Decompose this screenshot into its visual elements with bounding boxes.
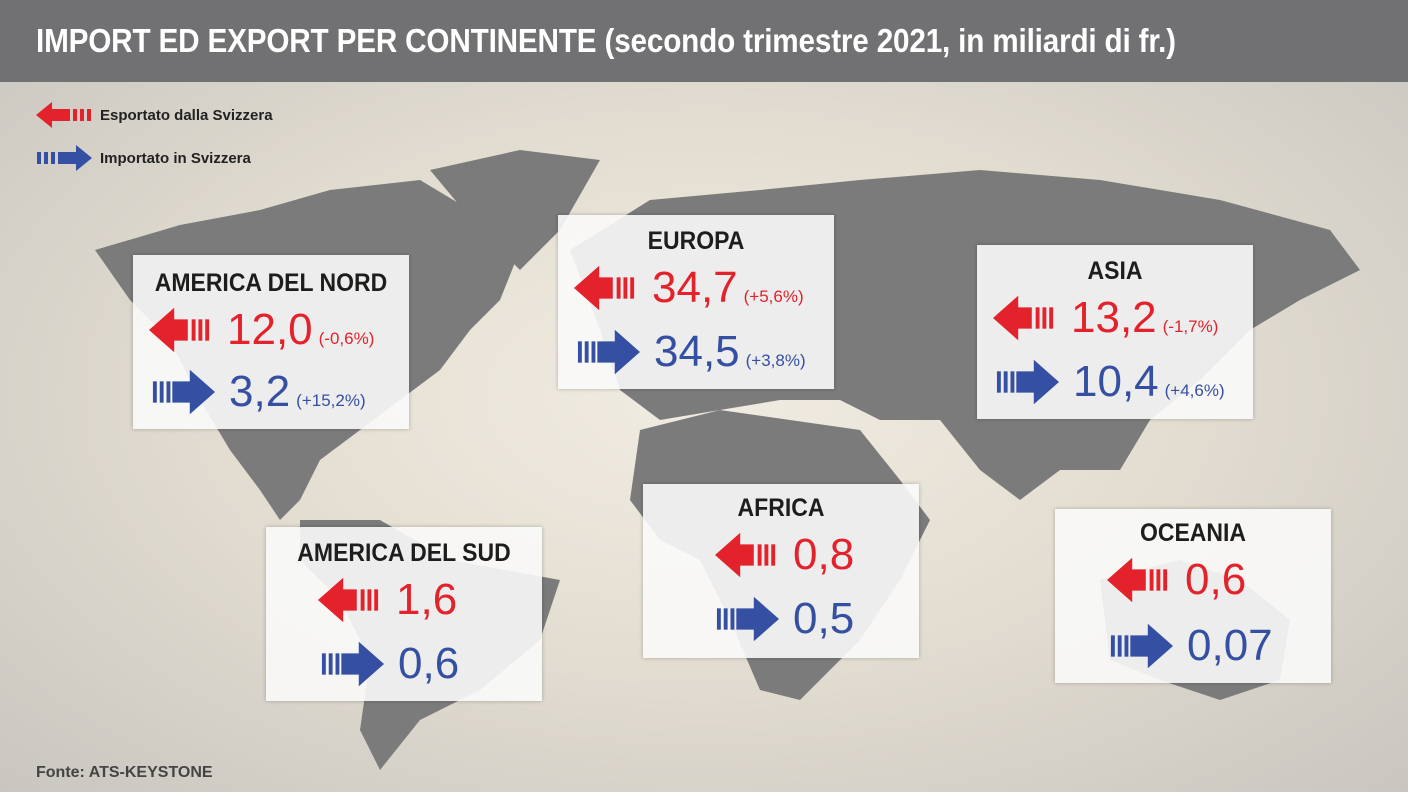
greenland-shape bbox=[430, 150, 600, 270]
continent-box-europe: EUROPA 34,7 (+5,6%) 34,5 (+3,8%) bbox=[558, 215, 834, 389]
import-arrow-icon bbox=[320, 641, 384, 687]
continent-name: AMERICA DEL SUD bbox=[297, 539, 511, 567]
page-title: IMPORT ED EXPORT PER CONTINENTE (secondo… bbox=[36, 22, 1176, 59]
export-row: 1,6 bbox=[318, 575, 457, 625]
source-credit: Fonte: ATS-KEYSTONE bbox=[36, 764, 213, 781]
import-row: 3,2 (+15,2%) bbox=[151, 367, 366, 417]
export-change: (-0,6%) bbox=[318, 329, 375, 348]
import-arrow-icon bbox=[151, 369, 215, 415]
export-arrow-icon bbox=[715, 532, 779, 578]
import-row: 10,4 (+4,6%) bbox=[995, 357, 1225, 407]
import-arrow-icon bbox=[995, 359, 1059, 405]
export-row: 13,2 (-1,7%) bbox=[993, 293, 1218, 343]
continent-name: EUROPA bbox=[647, 227, 745, 255]
import-value: 0,07 bbox=[1187, 621, 1273, 670]
import-change: (+15,2%) bbox=[296, 391, 366, 410]
header-bar: IMPORT ED EXPORT PER CONTINENTE (secondo… bbox=[0, 0, 1408, 82]
import-arrow-icon bbox=[1109, 623, 1173, 669]
export-arrow-icon bbox=[574, 265, 638, 311]
export-arrow-icon bbox=[993, 295, 1057, 341]
export-value: 34,7 bbox=[652, 263, 738, 312]
import-row: 0,6 bbox=[320, 639, 459, 689]
world-map bbox=[95, 150, 1360, 770]
continent-box-asia: ASIA 13,2 (-1,7%) 10,4 (+4,6%) bbox=[977, 245, 1253, 419]
export-arrow-icon bbox=[1107, 557, 1171, 603]
export-row: 0,6 bbox=[1107, 555, 1246, 605]
import-change: (+3,8%) bbox=[745, 351, 806, 370]
import-arrow-icon bbox=[37, 145, 92, 171]
continent-name: AMERICA DEL NORD bbox=[154, 269, 388, 297]
continent-name: OCEANIA bbox=[1139, 519, 1247, 547]
import-value: 3,2 bbox=[229, 367, 291, 416]
export-value: 0,6 bbox=[1185, 555, 1247, 604]
export-value: 13,2 bbox=[1071, 293, 1157, 342]
legend-export: Esportato dalla Svizzera bbox=[36, 102, 273, 128]
continent-box-oceania: OCEANIA 0,6 0,07 bbox=[1055, 509, 1331, 683]
export-arrow-icon bbox=[36, 102, 91, 128]
continent-box-south-america: AMERICA DEL SUD 1,6 0,6 bbox=[266, 527, 542, 701]
export-row: 34,7 (+5,6%) bbox=[574, 263, 804, 313]
legend-import-label: Importato in Svizzera bbox=[100, 149, 251, 167]
legend-export-label: Esportato dalla Svizzera bbox=[100, 106, 273, 124]
export-row: 0,8 bbox=[715, 530, 854, 580]
export-change: (-1,7%) bbox=[1162, 317, 1219, 336]
import-value: 0,5 bbox=[793, 594, 855, 643]
continent-name: AFRICA bbox=[737, 494, 825, 522]
import-change: (+4,6%) bbox=[1164, 381, 1225, 400]
import-arrow-icon bbox=[576, 329, 640, 375]
continent-box-north-america: AMERICA DEL NORD 12,0 (-0,6%) 3,2 (+15,2… bbox=[133, 255, 409, 429]
import-value: 0,6 bbox=[398, 639, 460, 688]
export-arrow-icon bbox=[149, 307, 213, 353]
continent-box-africa: AFRICA 0,8 0,5 bbox=[643, 484, 919, 658]
export-value: 1,6 bbox=[396, 575, 458, 624]
import-row: 0,07 bbox=[1109, 621, 1273, 671]
import-row: 0,5 bbox=[715, 594, 854, 644]
import-value: 10,4 bbox=[1073, 357, 1159, 406]
export-arrow-icon bbox=[318, 577, 382, 623]
import-value: 34,5 bbox=[654, 327, 740, 376]
export-change: (+5,6%) bbox=[743, 287, 804, 306]
export-value: 0,8 bbox=[793, 530, 855, 579]
export-row: 12,0 (-0,6%) bbox=[149, 305, 374, 355]
legend-import: Importato in Svizzera bbox=[36, 145, 251, 171]
continent-name: ASIA bbox=[1087, 257, 1143, 285]
export-value: 12,0 bbox=[227, 305, 313, 354]
import-row: 34,5 (+3,8%) bbox=[576, 327, 806, 377]
import-arrow-icon bbox=[715, 596, 779, 642]
